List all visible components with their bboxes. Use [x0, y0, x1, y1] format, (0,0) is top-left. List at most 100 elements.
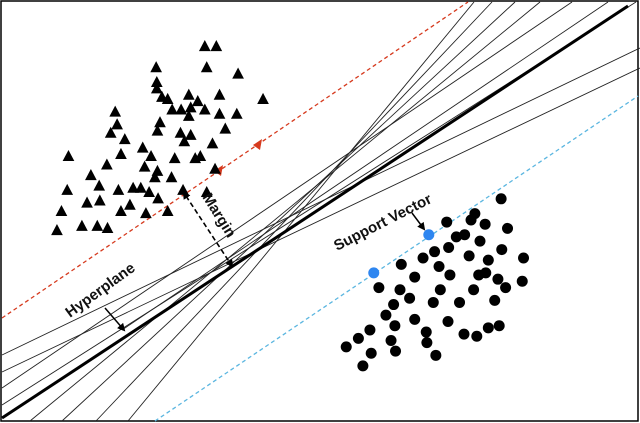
triangle-point	[168, 152, 181, 164]
circle-point	[465, 214, 477, 226]
circle-point	[364, 324, 376, 336]
hyperplane-pointer-arrow	[104, 307, 126, 332]
candidate-line	[1, 67, 640, 373]
triangle-point	[149, 171, 161, 183]
triangle-point	[213, 88, 226, 100]
circle-point	[493, 320, 505, 332]
circle-point	[389, 320, 401, 332]
circle-point	[409, 313, 421, 325]
circle-point	[365, 347, 377, 359]
margin-label: Margin	[199, 190, 239, 241]
triangle-point	[138, 160, 151, 172]
triangle-point	[161, 92, 174, 104]
circle-point	[489, 294, 501, 306]
triangle-point	[184, 101, 197, 113]
circle-point	[500, 282, 512, 294]
margin-line-class-b	[154, 95, 639, 422]
optimal-hyperplane	[1, 4, 629, 420]
margin-double-arrow	[182, 190, 234, 268]
triangle-point	[76, 219, 88, 231]
circle-point	[459, 229, 471, 241]
points-layer	[51, 40, 530, 372]
support-vector-point	[423, 229, 435, 241]
circle-point	[340, 341, 352, 353]
circle-point	[395, 258, 407, 270]
triangle-point	[152, 192, 164, 204]
margin-line-class-a	[1, 1, 469, 319]
triangle-point	[109, 105, 122, 117]
triangle-point	[232, 67, 244, 79]
triangle-point	[127, 181, 139, 193]
circle-point	[388, 299, 400, 311]
circle-point	[474, 235, 486, 247]
circle-point	[468, 284, 480, 296]
triangle-point	[111, 118, 123, 130]
circle-point	[495, 193, 507, 205]
candidate-line	[1, 1, 573, 389]
circle-point	[518, 252, 530, 264]
triangle-point	[124, 198, 136, 210]
circle-point	[458, 328, 470, 340]
circle-point	[480, 267, 492, 279]
circle-point	[454, 296, 466, 308]
candidate-line	[127, 1, 475, 422]
triangle-point	[150, 61, 163, 73]
circle-point	[502, 222, 514, 234]
circle-point	[430, 349, 442, 361]
triangle-point	[101, 221, 114, 233]
triangle-point	[136, 141, 149, 153]
triangle-point	[161, 205, 174, 217]
triangle-point	[151, 124, 164, 136]
candidate-line	[1, 47, 640, 356]
triangle-point	[150, 82, 163, 94]
circle-point	[450, 231, 462, 243]
triangle-point	[118, 133, 131, 145]
triangle-point	[178, 135, 191, 147]
triangle-point	[150, 75, 163, 88]
triangle-point	[115, 147, 127, 159]
triangle-point	[55, 205, 68, 217]
arrowhead-icon	[253, 139, 262, 150]
circle-point	[434, 284, 446, 296]
candidate-line	[95, 1, 493, 422]
circle-point	[463, 250, 475, 262]
triangle-point	[81, 196, 93, 208]
circle-point	[441, 216, 453, 228]
candidate-line	[61, 1, 516, 422]
circle-point	[443, 241, 455, 253]
triangle-point	[209, 162, 221, 174]
circle-point	[442, 315, 454, 327]
triangle-point	[165, 171, 178, 183]
support-vector-pointer-arrow	[411, 212, 426, 231]
triangle-point	[177, 183, 189, 195]
triangle-point	[213, 107, 226, 119]
triangle-point	[154, 116, 166, 128]
circle-point	[421, 337, 433, 349]
triangle-point	[194, 150, 207, 162]
triangle-point	[198, 40, 211, 52]
circle-point	[492, 273, 504, 285]
triangle-point	[210, 40, 223, 52]
triangle-point	[182, 109, 195, 121]
triangle-point	[175, 103, 187, 115]
candidate-line	[29, 1, 541, 422]
triangle-point	[182, 88, 195, 100]
triangle-point	[93, 194, 106, 206]
triangle-point	[51, 224, 63, 236]
circle-point	[427, 296, 439, 308]
circle-point	[444, 269, 456, 281]
triangle-point	[145, 150, 157, 162]
circle-point	[471, 330, 483, 342]
circle-point	[352, 332, 364, 344]
circle-point	[380, 309, 392, 321]
circle-point	[516, 275, 528, 287]
triangle-point	[257, 92, 269, 104]
circle-point	[482, 254, 494, 266]
triangle-point	[166, 103, 179, 115]
circle-point	[385, 335, 397, 347]
triangle-point	[112, 183, 125, 195]
circle-point	[429, 246, 441, 258]
